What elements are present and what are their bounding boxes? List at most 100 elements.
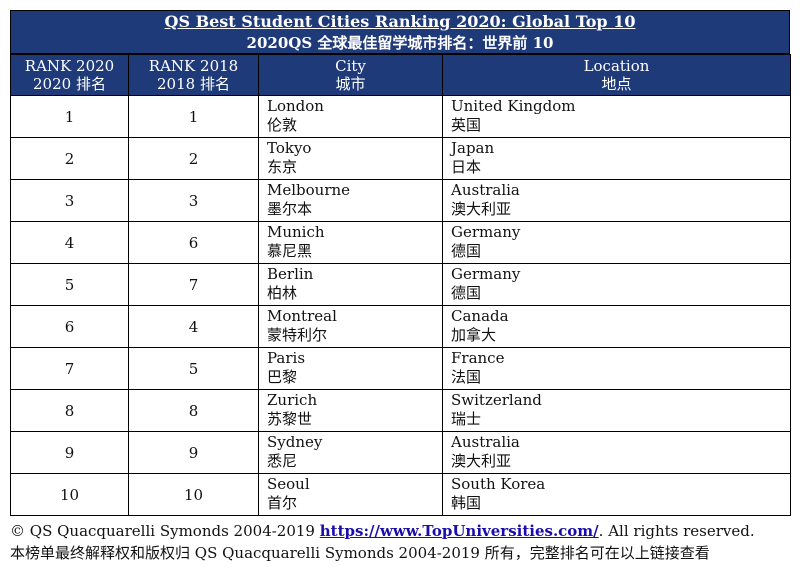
city-english: Paris xyxy=(267,349,306,367)
table-row: 10 10 Seoul 首尔 South Korea 韩国 xyxy=(10,473,791,516)
rank-2018-cell: 1 xyxy=(128,95,259,138)
table-row: 1 1 London 伦敦 United Kingdom 英国 xyxy=(10,95,791,138)
location-chinese: 澳大利亚 xyxy=(451,452,512,470)
title-english: QS Best Student Cities Ranking 2020: Glo… xyxy=(164,12,636,31)
ranking-table: RANK 2020 2020 排名 RANK 2018 2018 排名 City… xyxy=(10,54,791,516)
location-cell: France 法国 xyxy=(442,347,791,390)
location-cell: Germany 德国 xyxy=(442,263,791,306)
city-cell: Munich 慕尼黑 xyxy=(258,221,443,264)
location-english: Canada xyxy=(451,307,509,325)
footer-chinese-line: 本榜单最终解释权和版权归 QS Quacquarelli Symonds 200… xyxy=(10,544,710,562)
location-chinese: 瑞士 xyxy=(451,410,482,428)
city-chinese: 首尔 xyxy=(267,494,298,512)
location-english: United Kingdom xyxy=(451,97,576,115)
rank-2020-cell: 2 xyxy=(10,137,129,180)
rank-2020-cell: 7 xyxy=(10,347,129,390)
location-cell: South Korea 韩国 xyxy=(442,473,791,516)
city-english: Zurich xyxy=(267,391,318,409)
city-chinese: 柏林 xyxy=(267,284,298,302)
location-english: Japan xyxy=(451,139,495,157)
city-cell: Montreal 蒙特利尔 xyxy=(258,305,443,348)
city-english: Tokyo xyxy=(267,139,312,157)
city-english: Montreal xyxy=(267,307,337,325)
footer-copyright-line: © QS Quacquarelli Symonds 2004-2019 http… xyxy=(10,520,800,542)
city-chinese: 伦敦 xyxy=(267,116,298,134)
rank-2018-cell: 3 xyxy=(128,179,259,222)
location-english: Australia xyxy=(451,433,520,451)
city-english: London xyxy=(267,97,324,115)
copyright-text: © QS Quacquarelli Symonds 2004-2019 xyxy=(10,522,315,540)
location-chinese: 英国 xyxy=(451,116,482,134)
table-row: 6 4 Montreal 蒙特利尔 Canada 加拿大 xyxy=(10,305,791,348)
city-english: Seoul xyxy=(267,475,310,493)
location-chinese: 韩国 xyxy=(451,494,482,512)
header-city: City 城市 xyxy=(258,54,443,96)
table-row: 2 2 Tokyo 东京 Japan 日本 xyxy=(10,137,791,180)
table-header-row: RANK 2020 2020 排名 RANK 2018 2018 排名 City… xyxy=(10,54,791,96)
city-chinese: 蒙特利尔 xyxy=(267,326,328,344)
location-cell: Switzerland 瑞士 xyxy=(442,389,791,432)
rank-2020-cell: 9 xyxy=(10,431,129,474)
city-cell: Sydney 悉尼 xyxy=(258,431,443,474)
location-english: Germany xyxy=(451,223,521,241)
location-english: Switzerland xyxy=(451,391,542,409)
rights-text: . All rights reserved. xyxy=(598,522,755,540)
table-row: 9 9 Sydney 悉尼 Australia 澳大利亚 xyxy=(10,431,791,474)
footer: © QS Quacquarelli Symonds 2004-2019 http… xyxy=(10,520,800,564)
city-chinese: 东京 xyxy=(267,158,298,176)
location-chinese: 加拿大 xyxy=(451,326,497,344)
city-cell: Tokyo 东京 xyxy=(258,137,443,180)
location-chinese: 日本 xyxy=(451,158,482,176)
city-english: Berlin xyxy=(267,265,314,283)
city-cell: Berlin 柏林 xyxy=(258,263,443,306)
location-cell: Germany 德国 xyxy=(442,221,791,264)
city-chinese: 悉尼 xyxy=(267,452,298,470)
title-chinese: 2020QS 全球最佳留学城市排名：世界前 10 xyxy=(246,34,554,52)
city-english: Melbourne xyxy=(267,181,351,199)
city-chinese: 慕尼黑 xyxy=(267,242,313,260)
city-cell: London 伦敦 xyxy=(258,95,443,138)
rank-2020-cell: 10 xyxy=(10,473,129,516)
city-cell: Seoul 首尔 xyxy=(258,473,443,516)
location-chinese: 德国 xyxy=(451,242,482,260)
location-cell: Australia 澳大利亚 xyxy=(442,431,791,474)
location-cell: Japan 日本 xyxy=(442,137,791,180)
location-english: France xyxy=(451,349,505,367)
table-row: 4 6 Munich 慕尼黑 Germany 德国 xyxy=(10,221,791,264)
rank-2018-cell: 2 xyxy=(128,137,259,180)
location-english: Germany xyxy=(451,265,521,283)
city-english: Munich xyxy=(267,223,325,241)
rank-2020-cell: 1 xyxy=(10,95,129,138)
header-rank-2020: RANK 2020 2020 排名 xyxy=(10,54,129,96)
location-cell: United Kingdom 英国 xyxy=(442,95,791,138)
table-row: 8 8 Zurich 苏黎世 Switzerland 瑞士 xyxy=(10,389,791,432)
location-chinese: 法国 xyxy=(451,368,482,386)
city-english: Sydney xyxy=(267,433,323,451)
city-chinese: 巴黎 xyxy=(267,368,298,386)
city-cell: Melbourne 墨尔本 xyxy=(258,179,443,222)
rank-2018-cell: 7 xyxy=(128,263,259,306)
location-chinese: 德国 xyxy=(451,284,482,302)
table-row: 5 7 Berlin 柏林 Germany 德国 xyxy=(10,263,791,306)
ranking-document: QS Best Student Cities Ranking 2020: Glo… xyxy=(10,10,791,516)
table-row: 3 3 Melbourne 墨尔本 Australia 澳大利亚 xyxy=(10,179,791,222)
rank-2018-cell: 6 xyxy=(128,221,259,264)
header-location: Location 地点 xyxy=(442,54,791,96)
location-cell: Australia 澳大利亚 xyxy=(442,179,791,222)
rank-2020-cell: 6 xyxy=(10,305,129,348)
rank-2018-cell: 10 xyxy=(128,473,259,516)
topuniversities-link[interactable]: https://www.TopUniversities.com/ xyxy=(319,522,599,540)
location-english: South Korea xyxy=(451,475,546,493)
city-cell: Zurich 苏黎世 xyxy=(258,389,443,432)
rank-2018-cell: 8 xyxy=(128,389,259,432)
rank-2018-cell: 9 xyxy=(128,431,259,474)
location-english: Australia xyxy=(451,181,520,199)
header-rank-2018: RANK 2018 2018 排名 xyxy=(128,54,259,96)
city-chinese: 墨尔本 xyxy=(267,200,313,218)
location-cell: Canada 加拿大 xyxy=(442,305,791,348)
rank-2020-cell: 8 xyxy=(10,389,129,432)
location-chinese: 澳大利亚 xyxy=(451,200,512,218)
title-banner: QS Best Student Cities Ranking 2020: Glo… xyxy=(10,10,790,54)
rank-2020-cell: 4 xyxy=(10,221,129,264)
rank-2018-cell: 5 xyxy=(128,347,259,390)
